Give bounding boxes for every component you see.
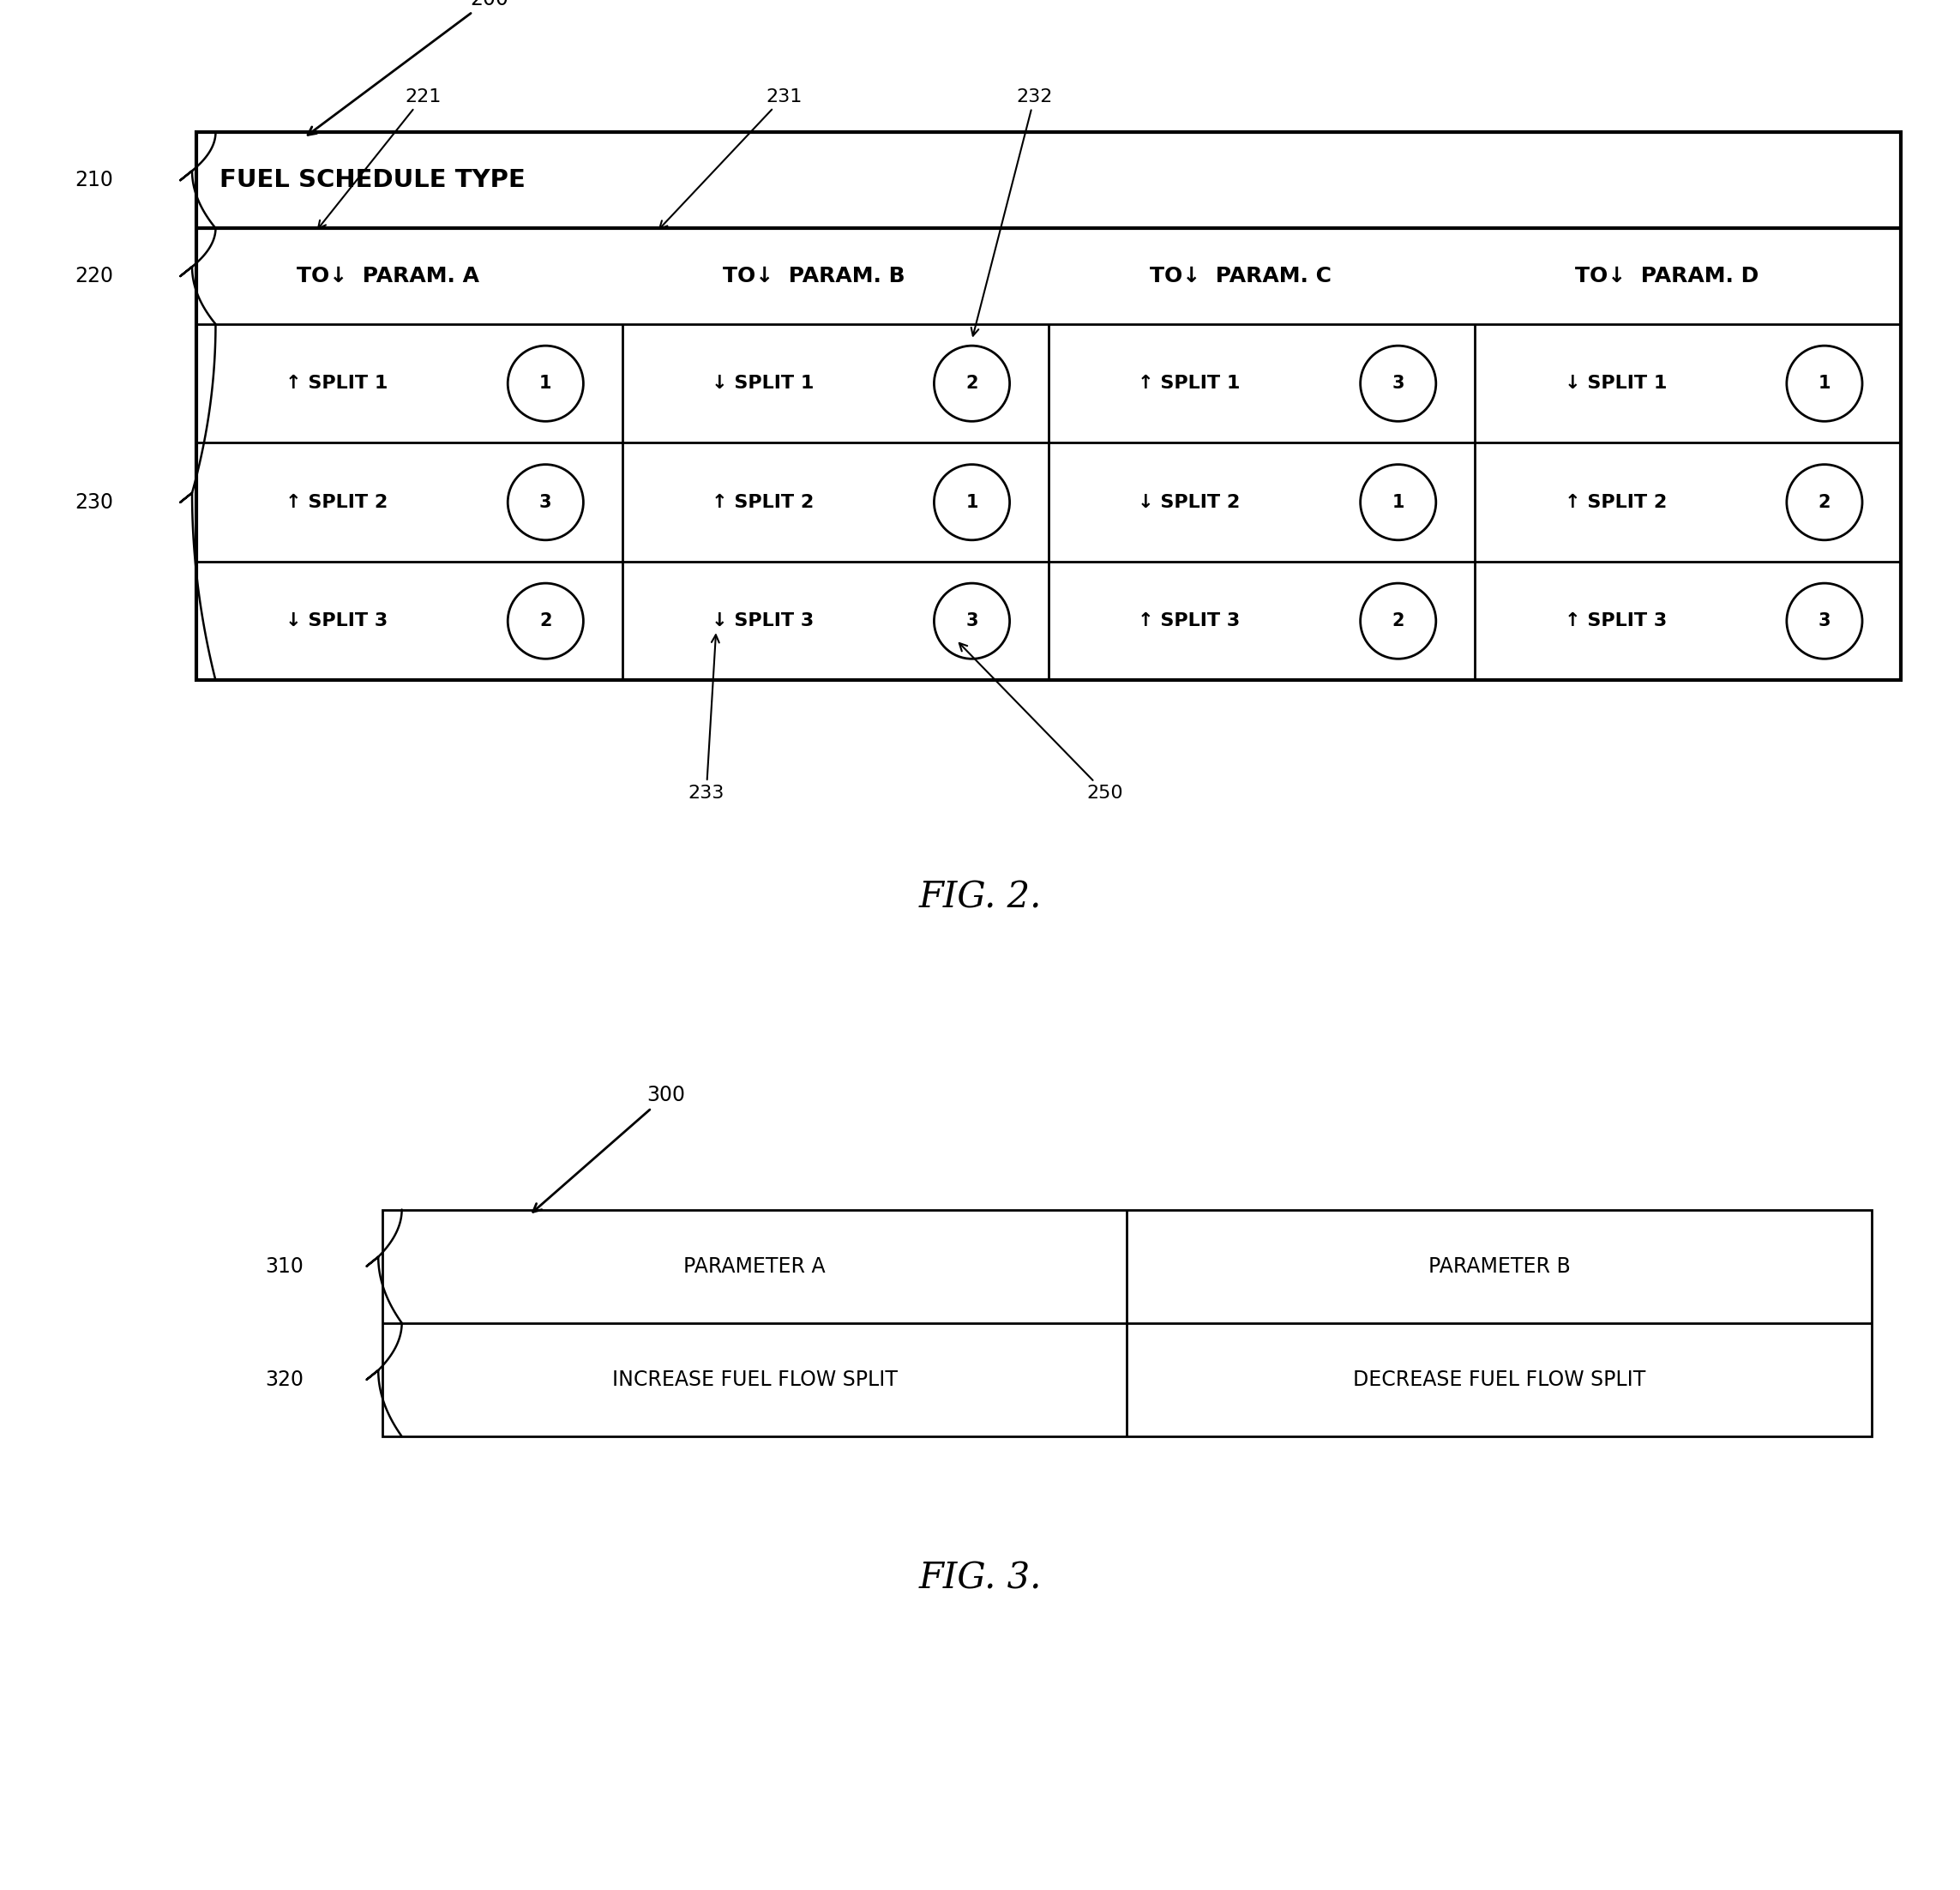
Text: 300: 300 — [533, 1085, 686, 1211]
Text: ↑ SPLIT 3: ↑ SPLIT 3 — [1139, 612, 1241, 629]
Text: TO↓  PARAM. B: TO↓ PARAM. B — [723, 266, 906, 287]
Text: ↓ SPLIT 2: ↓ SPLIT 2 — [1139, 493, 1241, 510]
Text: DECREASE FUEL FLOW SPLIT: DECREASE FUEL FLOW SPLIT — [1352, 1370, 1646, 1389]
Text: ↑ SPLIT 2: ↑ SPLIT 2 — [711, 493, 813, 510]
Text: 3: 3 — [539, 493, 553, 510]
Text: 1: 1 — [539, 374, 553, 391]
Text: 3: 3 — [1819, 612, 1831, 629]
Text: INCREASE FUEL FLOW SPLIT: INCREASE FUEL FLOW SPLIT — [612, 1370, 898, 1389]
Text: 232: 232 — [970, 89, 1053, 336]
Text: 2: 2 — [966, 374, 978, 391]
Text: 1: 1 — [1392, 493, 1405, 510]
Bar — [196, 132, 1901, 680]
Text: 310: 310 — [265, 1257, 304, 1276]
Text: PARAMETER B: PARAMETER B — [1429, 1257, 1570, 1276]
Text: ↓ SPLIT 3: ↓ SPLIT 3 — [711, 612, 813, 629]
Text: 2: 2 — [1819, 493, 1831, 510]
Text: TO↓  PARAM. C: TO↓ PARAM. C — [1151, 266, 1331, 287]
Text: TO↓  PARAM. D: TO↓ PARAM. D — [1576, 266, 1758, 287]
Text: FIG. 3.: FIG. 3. — [919, 1559, 1041, 1597]
Text: FIG. 2.: FIG. 2. — [919, 879, 1041, 917]
Text: PARAMETER A: PARAMETER A — [684, 1257, 825, 1276]
Text: ↓ SPLIT 3: ↓ SPLIT 3 — [286, 612, 388, 629]
Text: ↓ SPLIT 1: ↓ SPLIT 1 — [1564, 374, 1666, 391]
Text: 2: 2 — [1392, 612, 1405, 629]
Text: 2: 2 — [539, 612, 553, 629]
Text: 3: 3 — [1392, 374, 1405, 391]
Text: 230: 230 — [74, 491, 114, 512]
Text: FUEL SCHEDULE TYPE: FUEL SCHEDULE TYPE — [220, 168, 525, 193]
Text: 231: 231 — [659, 89, 802, 229]
Text: ↑ SPLIT 2: ↑ SPLIT 2 — [286, 493, 388, 510]
Text: 220: 220 — [74, 266, 114, 287]
Text: 210: 210 — [74, 170, 114, 191]
Text: 1: 1 — [1819, 374, 1831, 391]
Text: 200: 200 — [308, 0, 510, 134]
Text: ↓ SPLIT 1: ↓ SPLIT 1 — [711, 374, 813, 391]
Text: 250: 250 — [958, 643, 1123, 801]
Text: ↑ SPLIT 3: ↑ SPLIT 3 — [1564, 612, 1666, 629]
Text: ↑ SPLIT 1: ↑ SPLIT 1 — [1139, 374, 1241, 391]
Text: ↑ SPLIT 1: ↑ SPLIT 1 — [286, 374, 388, 391]
Text: TO↓  PARAM. A: TO↓ PARAM. A — [296, 266, 478, 287]
Text: 1: 1 — [966, 493, 978, 510]
Text: 3: 3 — [966, 612, 978, 629]
Text: ↑ SPLIT 2: ↑ SPLIT 2 — [1564, 493, 1666, 510]
Text: 233: 233 — [688, 635, 725, 801]
Text: 221: 221 — [318, 89, 441, 229]
Text: 320: 320 — [265, 1370, 304, 1389]
Bar — [382, 1210, 1872, 1436]
